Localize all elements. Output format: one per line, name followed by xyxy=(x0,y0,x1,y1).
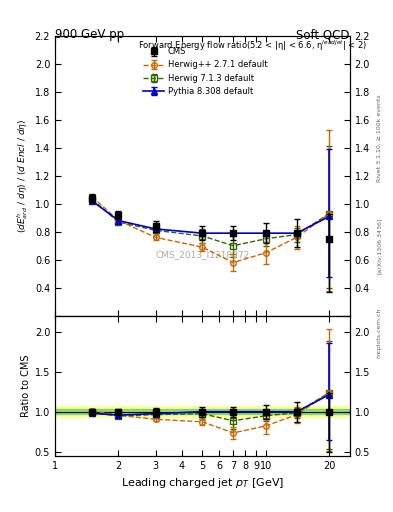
Bar xyxy=(55,406,350,417)
Y-axis label: Ratio to CMS: Ratio to CMS xyxy=(20,354,31,417)
Legend: CMS, Herwig++ 2.7.1 default, Herwig 7.1.3 default, Pythia 8.308 default: CMS, Herwig++ 2.7.1 default, Herwig 7.1.… xyxy=(142,46,269,97)
Text: 900 GeV pp: 900 GeV pp xyxy=(55,28,124,41)
Y-axis label: $(dE^h_{ard}\ /\ d\eta)\ /\ (d\ Encl\ /\ d\eta)$: $(dE^h_{ard}\ /\ d\eta)\ /\ (d\ Encl\ /\… xyxy=(16,119,31,233)
Text: CMS_2013_I1218372: CMS_2013_I1218372 xyxy=(155,250,250,259)
Text: mcplots.cern.ch: mcplots.cern.ch xyxy=(377,308,382,358)
Text: Forward Energy flow ratio(5.2 < |η| < 6.6, η$^{leadjet}$| < 2): Forward Energy flow ratio(5.2 < |η| < 6.… xyxy=(138,38,367,53)
Text: Rivet 3.1.10, ≥ 100k events: Rivet 3.1.10, ≥ 100k events xyxy=(377,94,382,182)
X-axis label: Leading charged jet $p_T$ [GeV]: Leading charged jet $p_T$ [GeV] xyxy=(121,476,284,490)
Text: [arXiv:1306.3436]: [arXiv:1306.3436] xyxy=(377,218,382,274)
Text: Soft QCD: Soft QCD xyxy=(296,28,350,41)
Bar xyxy=(55,409,350,414)
